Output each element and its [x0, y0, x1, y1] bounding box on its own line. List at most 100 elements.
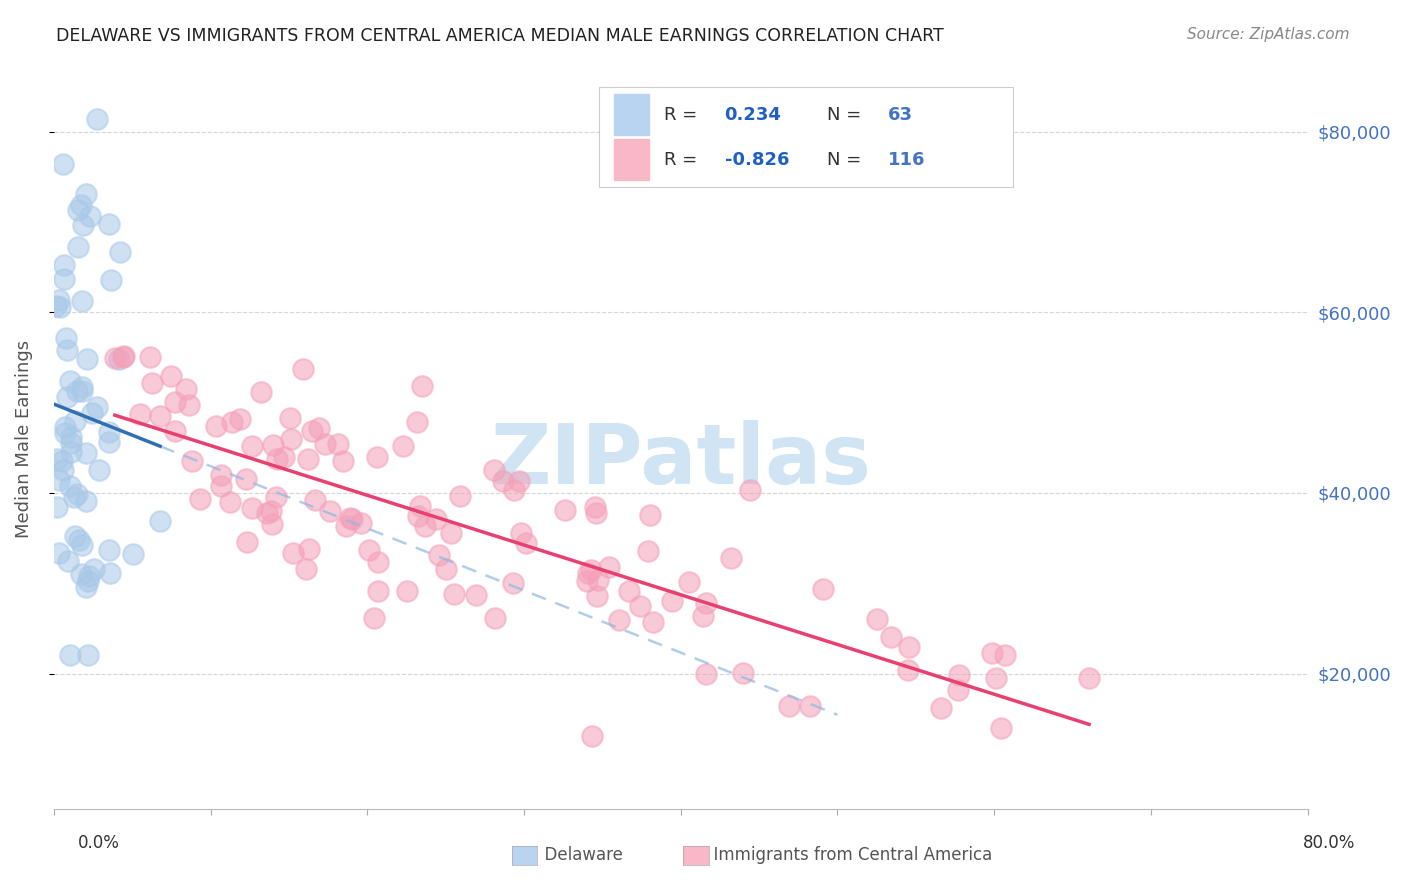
- Point: [256, 506, 278, 520]
- Point: [439, 526, 461, 541]
- Point: [108, 352, 131, 367]
- Point: [586, 590, 609, 604]
- Point: [413, 519, 436, 533]
- Point: [53, 272, 76, 286]
- Point: [77, 574, 100, 588]
- Point: [52, 157, 75, 171]
- Point: [83, 562, 105, 576]
- Point: [811, 582, 834, 596]
- Point: [510, 526, 533, 541]
- Point: [121, 547, 143, 561]
- Point: [897, 640, 920, 655]
- Point: [581, 729, 603, 743]
- Point: [363, 611, 385, 625]
- Point: [51, 454, 73, 468]
- Point: [76, 648, 98, 663]
- Point: [619, 584, 641, 599]
- Point: [82, 406, 104, 420]
- Point: [357, 542, 380, 557]
- Point: [75, 580, 97, 594]
- Point: [174, 382, 197, 396]
- Point: [163, 424, 186, 438]
- Point: [304, 492, 326, 507]
- Point: [576, 566, 599, 580]
- Point: [366, 450, 388, 465]
- Point: [53, 420, 76, 434]
- Text: 0.0%: 0.0%: [77, 834, 120, 852]
- Point: [405, 416, 427, 430]
- Point: [46, 500, 69, 515]
- Point: [434, 562, 457, 576]
- Point: [980, 646, 1002, 660]
- Point: [45, 299, 67, 313]
- Point: [281, 546, 304, 560]
- Point: [56, 390, 79, 404]
- Point: [219, 495, 242, 509]
- Point: [53, 426, 76, 441]
- Point: [339, 511, 361, 525]
- Point: [221, 415, 243, 429]
- Point: [332, 454, 354, 468]
- Point: [52, 463, 75, 477]
- Point: [695, 667, 717, 681]
- Point: [59, 648, 82, 663]
- Point: [260, 517, 283, 532]
- Point: [149, 514, 172, 528]
- Point: [59, 436, 82, 450]
- Point: [1078, 671, 1101, 685]
- Point: [98, 566, 121, 581]
- Point: [508, 475, 530, 489]
- Point: [278, 411, 301, 425]
- Text: Immigrants from Central America: Immigrants from Central America: [703, 846, 993, 863]
- Point: [990, 721, 1012, 735]
- Point: [59, 374, 82, 388]
- Point: [484, 611, 506, 625]
- Point: [59, 430, 82, 444]
- Point: [55, 331, 77, 345]
- Point: [586, 573, 609, 587]
- Point: [70, 538, 93, 552]
- Point: [429, 548, 451, 562]
- Point: [314, 437, 336, 451]
- Point: [395, 584, 418, 599]
- Point: [948, 668, 970, 682]
- Point: [464, 588, 486, 602]
- Point: [411, 379, 433, 393]
- Point: [738, 483, 761, 498]
- Text: N =: N =: [827, 106, 868, 124]
- Point: [678, 575, 700, 590]
- Point: [449, 489, 471, 503]
- Point: [720, 550, 742, 565]
- Point: [79, 209, 101, 223]
- Point: [897, 663, 920, 677]
- Point: [235, 471, 257, 485]
- Point: [946, 683, 969, 698]
- Text: 116: 116: [887, 151, 925, 169]
- Point: [129, 407, 152, 421]
- Point: [406, 509, 429, 524]
- Point: [638, 508, 661, 522]
- Point: [249, 384, 271, 399]
- Point: [59, 479, 82, 493]
- Point: [367, 584, 389, 599]
- Point: [70, 379, 93, 393]
- Point: [75, 446, 97, 460]
- Point: [66, 240, 89, 254]
- Point: [165, 395, 187, 409]
- Point: [984, 671, 1007, 685]
- Point: [295, 562, 318, 576]
- Point: [799, 698, 821, 713]
- Point: [994, 648, 1017, 662]
- Point: [661, 594, 683, 608]
- Point: [328, 437, 350, 451]
- Point: [72, 218, 94, 232]
- Point: [48, 546, 70, 560]
- Point: [75, 187, 97, 202]
- Point: [297, 541, 319, 556]
- Point: [86, 112, 108, 126]
- Point: [266, 491, 288, 505]
- Point: [62, 490, 84, 504]
- Y-axis label: Median Male Earnings: Median Male Earnings: [15, 340, 32, 538]
- Point: [141, 376, 163, 390]
- Point: [205, 418, 228, 433]
